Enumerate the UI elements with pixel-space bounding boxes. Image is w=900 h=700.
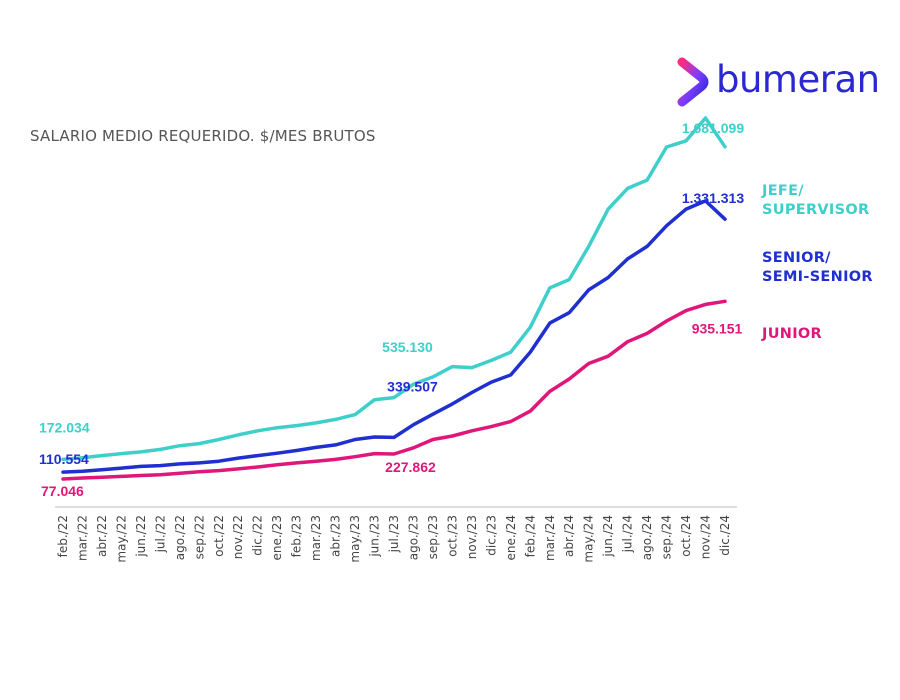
- x-tick-label: sep./24: [660, 515, 674, 559]
- chart-title: SALARIO MEDIO REQUERIDO. $/MES BRUTOS: [30, 127, 376, 145]
- x-tick-label: sep./22: [192, 515, 206, 559]
- x-tick-label: dic./24: [718, 515, 732, 556]
- x-tick-label: nov./23: [465, 515, 479, 559]
- legend-entry: JEFE/: [761, 183, 804, 199]
- x-tick-label: abr./22: [95, 515, 109, 557]
- value-label: 1.681.099: [682, 120, 744, 136]
- series-lines: [61, 116, 727, 481]
- x-tick-label: may./24: [582, 515, 596, 563]
- x-tick-label: ene./24: [504, 515, 518, 561]
- x-tick-label: jul./22: [153, 515, 167, 553]
- x-tick-label: feb./22: [56, 515, 70, 557]
- legend-entry: SENIOR/: [762, 250, 831, 266]
- legend-entry: JUNIOR: [761, 326, 822, 342]
- value-label: 339.507: [387, 379, 438, 395]
- x-tick-label: jul./23: [387, 515, 401, 553]
- x-tick-label: nov./22: [231, 515, 245, 559]
- x-tick-label: nov./24: [699, 515, 713, 559]
- series-line-1: [61, 116, 727, 462]
- value-label: 535.130: [382, 339, 433, 355]
- x-tick-label: dic./22: [251, 515, 265, 556]
- x-tick-label: jun./24: [601, 515, 615, 558]
- x-tick-label: may./23: [348, 515, 362, 563]
- x-tick-label: mar./22: [75, 515, 89, 561]
- x-tick-label: oct./23: [445, 515, 459, 557]
- series-line-2: [61, 199, 727, 474]
- x-tick-label: ago./23: [406, 515, 420, 560]
- x-tick-label: jun./23: [368, 515, 382, 558]
- legend: JEFE/SUPERVISOR SENIOR/SEMI-SENIOR JUNIOR: [761, 183, 873, 342]
- x-tick-label: oct./24: [679, 515, 693, 557]
- x-tick-label: oct./22: [212, 515, 226, 557]
- logo-wordmark: bumeran: [716, 58, 880, 101]
- x-tick-label: mar./23: [309, 515, 323, 561]
- x-tick-label: sep./23: [426, 515, 440, 559]
- x-tick-label: abr./23: [329, 515, 343, 557]
- x-tick-label: jun./22: [134, 515, 148, 558]
- x-tick-label: abr./24: [562, 515, 576, 557]
- bumeran-logo-icon: [677, 57, 709, 107]
- value-label: 1.331.313: [682, 190, 744, 206]
- x-tick-label: ago./24: [640, 515, 654, 560]
- value-label: 110.554: [39, 451, 89, 467]
- x-tick-label: may./22: [114, 515, 128, 563]
- value-label: 935.151: [692, 320, 743, 336]
- x-tick-label: feb./23: [290, 515, 304, 557]
- x-tick-label: ene./23: [270, 515, 284, 561]
- x-tick-label: jul./24: [621, 515, 635, 553]
- bumeran-logo: bumeran: [676, 56, 886, 108]
- x-tick-label: ago./22: [173, 515, 187, 560]
- value-labels: 172.034 535.130 1.681.099 110.554 339.507 1.3…: [39, 120, 744, 499]
- x-tick-label: feb./24: [523, 515, 537, 557]
- value-label: 77.046: [41, 483, 84, 499]
- value-label: 227.862: [385, 459, 436, 475]
- value-label: 172.034: [39, 419, 90, 435]
- legend-entry: SEMI-SENIOR: [762, 269, 873, 285]
- legend-entry: SUPERVISOR: [762, 202, 869, 218]
- series-line-3: [61, 299, 727, 481]
- x-axis-ticks: feb./22 mar./22 abr./22 may./22 jun./22 jul./…: [56, 515, 732, 563]
- x-tick-label: mar./24: [543, 515, 557, 561]
- x-tick-label: dic./23: [484, 515, 498, 556]
